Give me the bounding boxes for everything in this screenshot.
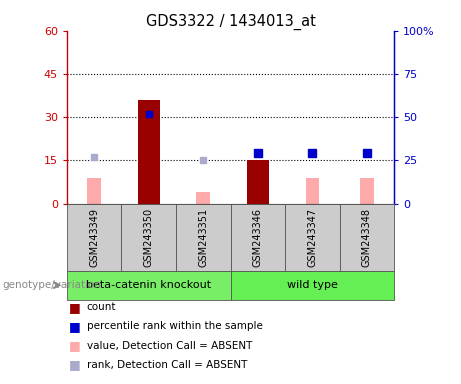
Text: ■: ■: [69, 301, 81, 314]
Text: GSM243351: GSM243351: [198, 208, 208, 266]
Text: count: count: [87, 302, 116, 312]
Text: GSM243347: GSM243347: [307, 208, 317, 266]
Bar: [247, 161, 269, 204]
Bar: [138, 100, 160, 204]
Text: percentile rank within the sample: percentile rank within the sample: [87, 321, 263, 331]
Bar: [196, 192, 210, 204]
Text: rank, Detection Call = ABSENT: rank, Detection Call = ABSENT: [87, 360, 247, 370]
Bar: [87, 177, 101, 204]
Text: GSM243349: GSM243349: [89, 208, 99, 266]
Text: beta-catenin knockout: beta-catenin knockout: [86, 280, 211, 290]
Text: GSM243348: GSM243348: [362, 208, 372, 266]
Text: wild type: wild type: [287, 280, 338, 290]
Text: value, Detection Call = ABSENT: value, Detection Call = ABSENT: [87, 341, 252, 351]
Text: GSM243346: GSM243346: [253, 208, 263, 266]
Text: GSM243350: GSM243350: [144, 208, 154, 266]
Text: GDS3322 / 1434013_at: GDS3322 / 1434013_at: [146, 13, 315, 30]
Text: ■: ■: [69, 320, 81, 333]
Text: ■: ■: [69, 339, 81, 352]
Bar: [360, 177, 374, 204]
Bar: [306, 177, 319, 204]
Text: genotype/variation: genotype/variation: [2, 280, 101, 290]
Text: ■: ■: [69, 358, 81, 371]
